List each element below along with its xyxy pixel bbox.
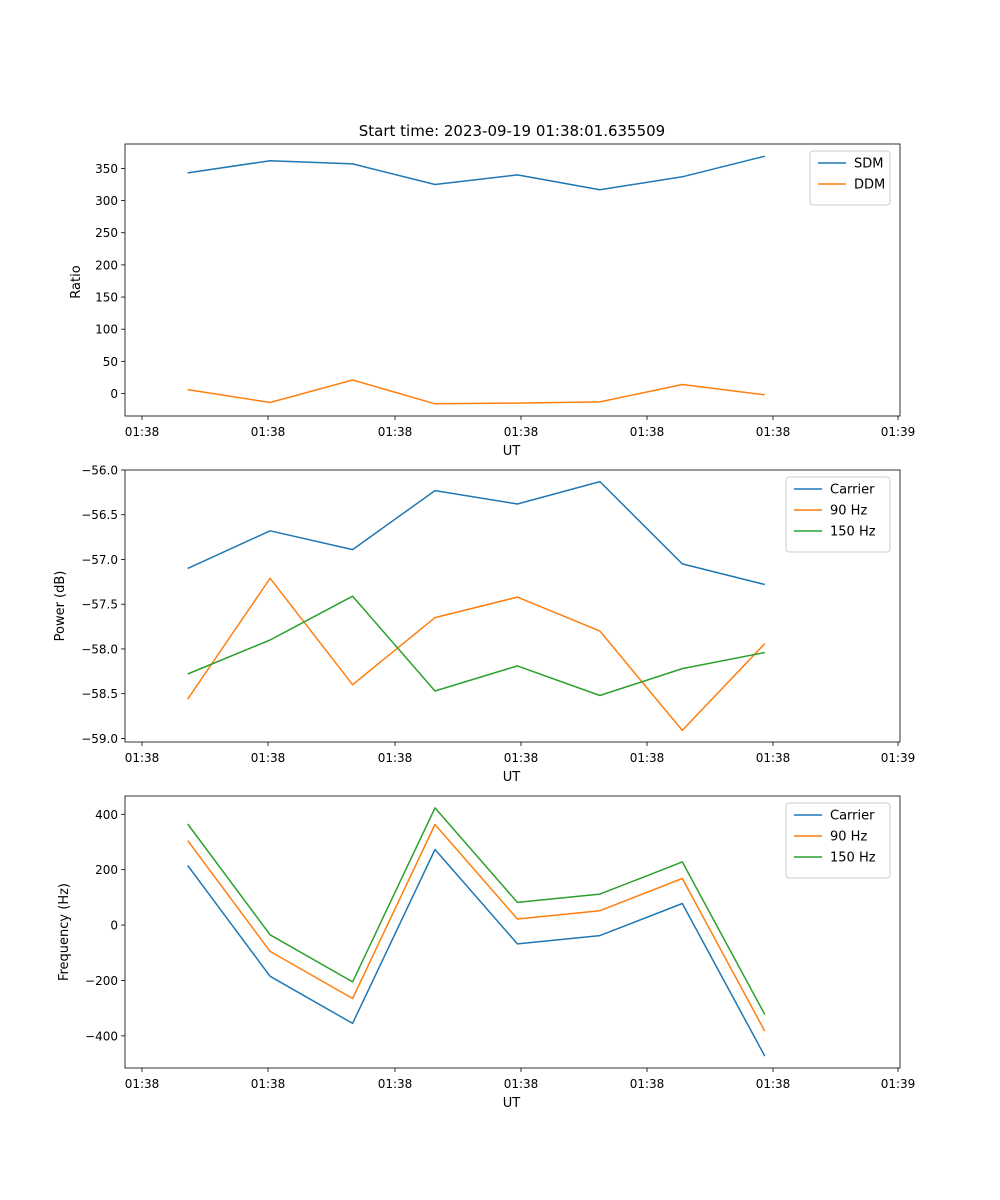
y-tick-label: 200 bbox=[95, 258, 118, 272]
axes-frame bbox=[124, 143, 901, 417]
series-line-sdm bbox=[187, 155, 765, 191]
series-line-90-hz bbox=[187, 823, 766, 1032]
legend: Carrier 90 Hz 150 Hz bbox=[785, 802, 891, 879]
frequency-panel: 01:38 01:38 01:38 01:38 01:38 01:38 01:39 400 20… bbox=[57, 795, 916, 1111]
x-tick-label: 01:38 bbox=[504, 425, 539, 439]
x-tick-label: 01:38 bbox=[378, 751, 413, 765]
series-line-carrier bbox=[187, 848, 766, 1057]
x-tick-label: 01:38 bbox=[378, 425, 413, 439]
legend-label: 150 Hz bbox=[830, 525, 876, 540]
y-tick-label: −400 bbox=[85, 1029, 118, 1043]
x-tick-label: 01:38 bbox=[378, 1077, 413, 1091]
legend-label: 90 Hz bbox=[830, 830, 867, 845]
x-tick-label: 01:39 bbox=[881, 1077, 916, 1091]
x-tick-label: 01:38 bbox=[756, 425, 791, 439]
y-tick-label: 0 bbox=[110, 387, 118, 401]
axes-frame bbox=[124, 469, 901, 743]
y-tick-label: −58.5 bbox=[81, 687, 118, 701]
x-tick-label: 01:39 bbox=[881, 751, 916, 765]
y-tick-label: −57.5 bbox=[81, 598, 118, 612]
x-tick-label: 01:38 bbox=[125, 425, 160, 439]
y-tick-label: −56.0 bbox=[81, 464, 118, 478]
legend-label: 90 Hz bbox=[830, 504, 867, 519]
x-tick-label: 01:38 bbox=[251, 425, 286, 439]
y-tick-label: −56.5 bbox=[81, 508, 118, 522]
x-tick-label: 01:38 bbox=[756, 1077, 791, 1091]
y-tick-label: 250 bbox=[95, 226, 118, 240]
x-tick-label: 01:38 bbox=[504, 751, 539, 765]
x-tick-label: 01:38 bbox=[630, 1077, 665, 1091]
x-tick-label: 01:38 bbox=[251, 751, 286, 765]
y-tick-label: 400 bbox=[95, 808, 118, 822]
y-tick-label: 100 bbox=[95, 323, 118, 337]
x-tick-label: 01:38 bbox=[630, 751, 665, 765]
x-axis-label: UT bbox=[503, 444, 521, 459]
figure-title: Start time: 2023-09-19 01:38:01.635509 bbox=[359, 122, 665, 140]
x-tick-label: 01:38 bbox=[125, 751, 160, 765]
axes-frame bbox=[124, 795, 901, 1069]
y-tick-label: 350 bbox=[95, 162, 118, 176]
y-tick-label: 300 bbox=[95, 194, 118, 208]
y-axis-label: Power (dB) bbox=[53, 571, 68, 642]
series-line-carrier bbox=[187, 480, 765, 586]
legend-label: Carrier bbox=[830, 483, 875, 498]
y-tick-label: −58.0 bbox=[81, 642, 118, 656]
series-line-90-hz bbox=[187, 577, 766, 732]
y-tick-label: −57.0 bbox=[81, 553, 118, 567]
legend-label: DDM bbox=[854, 178, 885, 193]
series-line-150-hz bbox=[187, 595, 765, 697]
legend: Carrier 90 Hz 150 Hz bbox=[785, 476, 891, 553]
legend-label: Carrier bbox=[830, 809, 875, 824]
series-line-150-hz bbox=[187, 807, 766, 1015]
y-tick-label: 0 bbox=[110, 919, 118, 933]
legend: SDM DDM bbox=[809, 150, 891, 206]
legend-label: SDM bbox=[854, 157, 883, 172]
x-tick-label: 01:38 bbox=[251, 1077, 286, 1091]
x-axis-label: UT bbox=[503, 770, 521, 785]
x-axis-label: UT bbox=[503, 1096, 521, 1111]
x-tick-label: 01:38 bbox=[756, 751, 791, 765]
x-tick-label: 01:38 bbox=[125, 1077, 160, 1091]
series-line-ddm bbox=[187, 379, 765, 405]
legend-box bbox=[809, 150, 891, 206]
ratio-panel: 01:38 01:38 01:38 01:38 01:38 01:38 01:39 0 50 10… bbox=[69, 143, 916, 459]
y-axis-label: Ratio bbox=[69, 265, 84, 298]
y-tick-label: 200 bbox=[95, 863, 118, 877]
y-tick-label: 150 bbox=[95, 291, 118, 305]
y-tick-label: −200 bbox=[85, 974, 118, 988]
x-tick-label: 01:38 bbox=[630, 425, 665, 439]
power-panel: 01:38 01:38 01:38 01:38 01:38 01:38 01:39 −56.0… bbox=[53, 464, 915, 786]
x-tick-label: 01:39 bbox=[881, 425, 916, 439]
legend-box bbox=[785, 802, 891, 879]
legend-box bbox=[785, 476, 891, 553]
y-tick-label: 50 bbox=[103, 355, 118, 369]
y-axis-label: Frequency (Hz) bbox=[57, 883, 72, 981]
y-tick-label: −59.0 bbox=[81, 732, 118, 746]
legend-label: 150 Hz bbox=[830, 851, 876, 866]
x-tick-label: 01:38 bbox=[504, 1077, 539, 1091]
